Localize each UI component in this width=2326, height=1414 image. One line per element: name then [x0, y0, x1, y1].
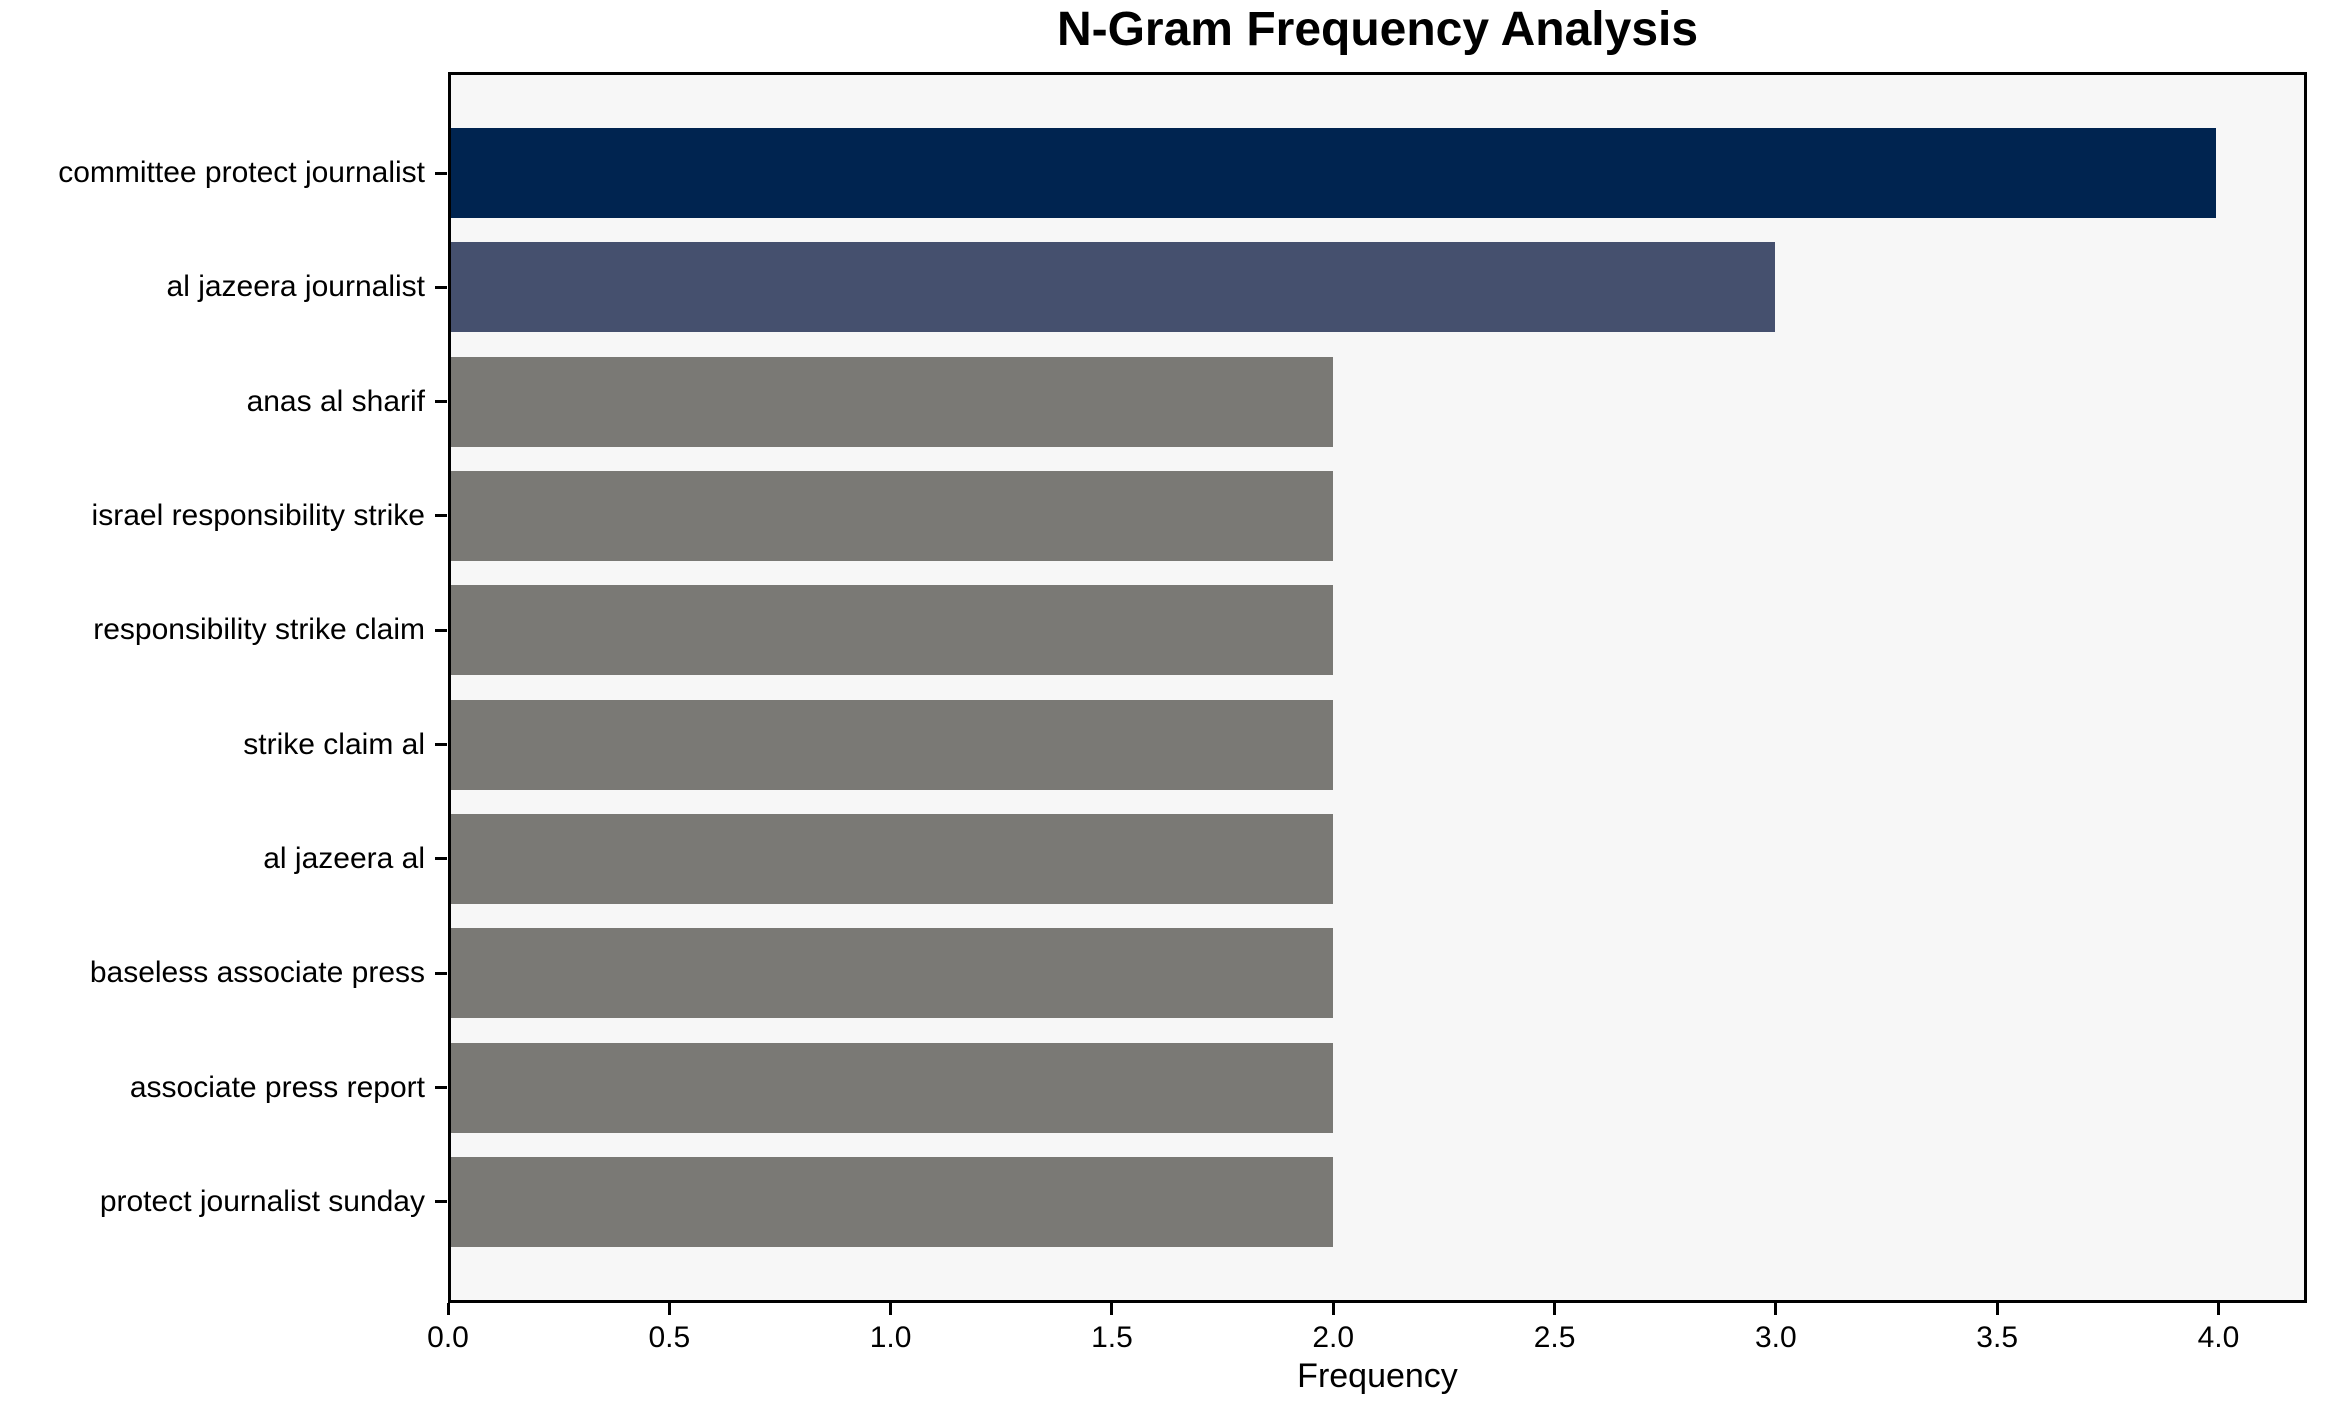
y-tick-label: al jazeera journalist — [166, 270, 425, 304]
y-tick-mark — [435, 628, 447, 632]
y-tick-mark — [435, 743, 447, 747]
y-tick-label: al jazeera al — [263, 841, 425, 875]
bar-row — [451, 242, 2304, 333]
x-tick-mark — [1331, 1303, 1335, 1315]
bar-row — [451, 585, 2304, 676]
x-tick-label: 1.0 — [869, 1321, 912, 1354]
bar-row — [451, 356, 2304, 447]
y-tick-label: israel responsibility strike — [91, 498, 425, 532]
y-tick-mark — [435, 1086, 447, 1090]
bar-row — [451, 1156, 2304, 1247]
bar — [451, 699, 1334, 790]
bar — [451, 813, 1334, 904]
y-tick-label: committee protect journalist — [58, 156, 425, 189]
bar — [451, 1156, 1334, 1247]
bar — [451, 242, 1775, 333]
x-tick-label: 2.5 — [1533, 1321, 1576, 1354]
bar — [451, 928, 1334, 1019]
y-tick-mark — [435, 971, 447, 975]
bar-row — [451, 813, 2304, 904]
x-tick-label: 3.0 — [1754, 1321, 1797, 1354]
bar-row — [451, 928, 2304, 1019]
x-tick-mark — [1774, 1303, 1778, 1315]
x-tick-label: 3.5 — [1976, 1321, 2019, 1354]
x-tick-mark — [1110, 1303, 1114, 1315]
x-axis-label: Frequency — [1297, 1357, 1458, 1395]
bar — [451, 1042, 1334, 1133]
y-tick-mark — [435, 514, 447, 518]
x-tick-label: 4.0 — [2197, 1321, 2240, 1354]
x-tick-label: 0.5 — [648, 1321, 691, 1354]
bar — [451, 470, 1334, 561]
y-tick-label: anas al sharif — [246, 384, 425, 418]
bar-row — [451, 470, 2304, 561]
y-tick-mark — [435, 400, 447, 404]
x-tick-label: 2.0 — [1312, 1321, 1355, 1354]
y-tick-label: strike claim al — [243, 727, 425, 761]
bar — [451, 356, 1334, 447]
y-tick-label: protect journalist sunday — [99, 1184, 425, 1218]
chart-title: N-Gram Frequency Analysis — [1056, 3, 1699, 56]
bars-container — [451, 75, 2304, 1300]
bar-row — [451, 699, 2304, 790]
y-tick-mark — [435, 285, 447, 289]
y-tick-label: baseless associate press — [89, 956, 425, 990]
x-tick-mark — [667, 1303, 671, 1315]
y-tick-mark — [435, 857, 447, 861]
plot-area — [448, 72, 2307, 1303]
x-tick-mark — [889, 1303, 893, 1315]
y-tick-label: associate press report — [129, 1070, 425, 1104]
y-tick-mark — [435, 1200, 447, 1204]
bar — [451, 585, 1334, 676]
bar — [451, 128, 2216, 218]
x-tick-mark — [1553, 1303, 1557, 1315]
bar-row — [451, 128, 2304, 218]
x-tick-mark — [2216, 1303, 2220, 1315]
x-tick-mark — [1995, 1303, 1999, 1315]
bar-row — [451, 1042, 2304, 1133]
x-tick-mark — [446, 1303, 450, 1315]
x-tick-label: 0.0 — [427, 1321, 469, 1354]
y-tick-label: responsibility strike claim — [93, 613, 425, 647]
x-tick-label: 1.5 — [1091, 1321, 1133, 1354]
y-tick-mark — [435, 171, 447, 175]
